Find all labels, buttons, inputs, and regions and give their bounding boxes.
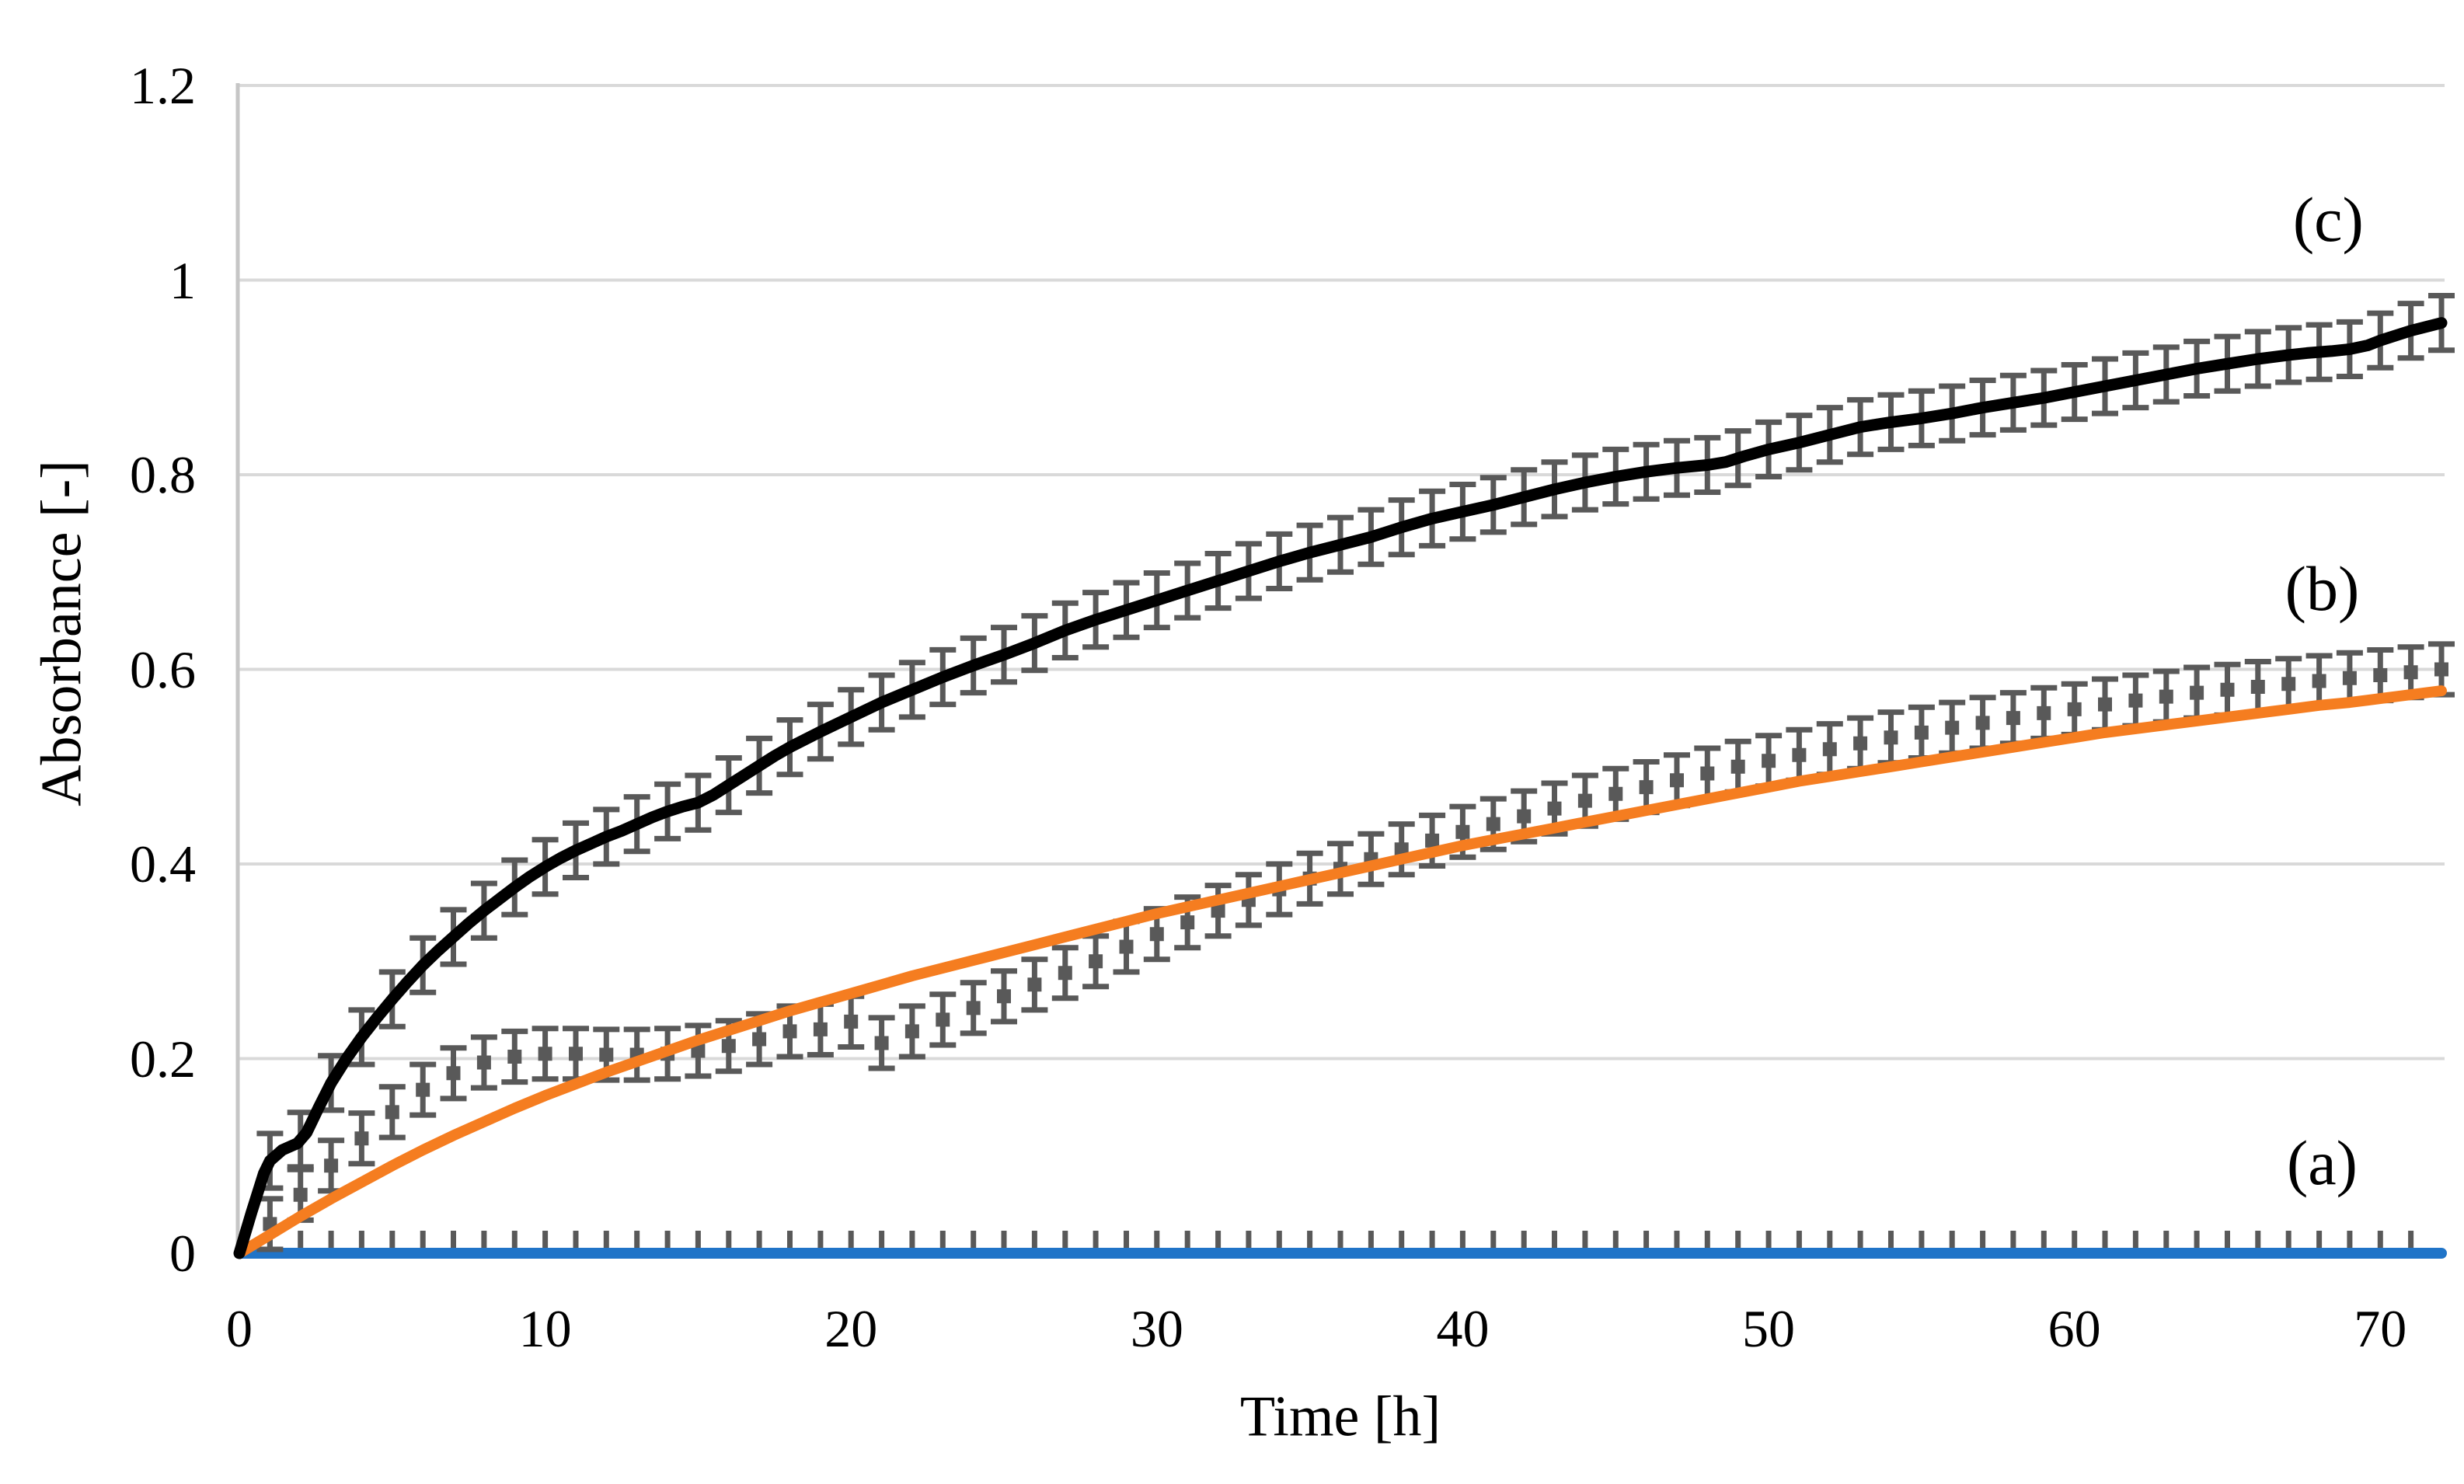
series-b-fit-line — [234, 685, 2447, 1259]
series-b-error-bars — [256, 641, 2455, 1252]
series-c-line — [233, 317, 2448, 1259]
series-c-error-bars — [256, 293, 2455, 1191]
